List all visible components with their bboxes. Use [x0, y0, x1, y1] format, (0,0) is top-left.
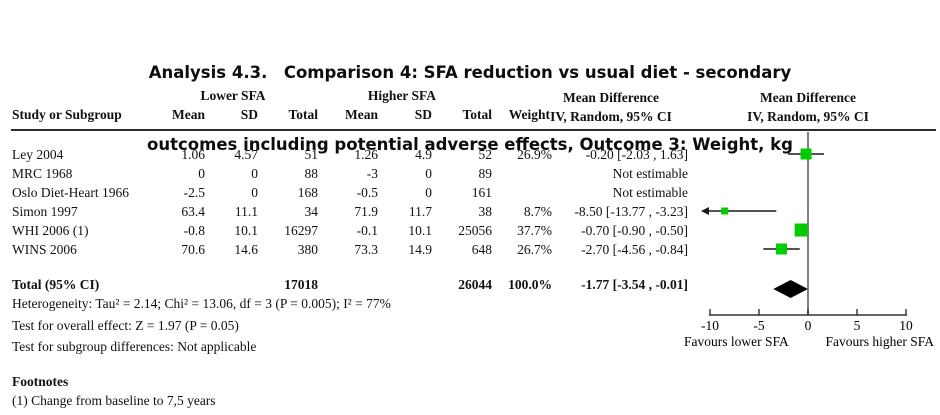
- summary-diamond: [773, 280, 808, 298]
- study-marker-square: [721, 207, 729, 215]
- cell-ci: -2.70 [-4.56 , -0.84]: [581, 242, 688, 257]
- cell-total2: 25056: [458, 223, 492, 238]
- cell-sd2: 11.7: [408, 204, 432, 219]
- md-text-header-line1: Mean Difference: [562, 90, 660, 105]
- cell-total2: 161: [471, 185, 492, 200]
- cell-sd1: 0: [251, 185, 258, 200]
- header-divider: [11, 129, 936, 131]
- axis-tick-label: 0: [805, 318, 812, 333]
- cell-ci: Not estimable: [612, 166, 688, 181]
- cell-mean1: 0: [198, 166, 205, 181]
- cell-total1: 168: [297, 185, 318, 200]
- total-row-total-higher: 26044: [458, 277, 492, 292]
- col-header-sd-higher: SD: [414, 107, 432, 122]
- cell-total2: 52: [478, 147, 493, 162]
- cell-weight: 26.9%: [517, 147, 552, 162]
- overall-effect-test: Test for overall effect: Z = 1.97 (P = 0…: [12, 318, 239, 333]
- cell-sd2: 4.9: [415, 147, 432, 162]
- md-text-column-header: Mean Difference IV, Random, 95% CI: [550, 88, 672, 126]
- axis-tick-label: -5: [753, 318, 764, 333]
- total-row-label: Total (95% CI): [12, 277, 100, 292]
- cell-total1: 16297: [284, 223, 318, 238]
- study-marker-square: [794, 223, 808, 237]
- cell-mean1: 70.6: [181, 242, 205, 257]
- md-plot-header-line1: Mean Difference: [759, 90, 857, 105]
- cell-mean2: 1.26: [354, 147, 378, 162]
- cell-mean2: 73.3: [354, 242, 378, 257]
- col-header-study: Study or Subgroup: [12, 107, 122, 122]
- group-header-higher-sfa: Higher SFA: [367, 88, 437, 103]
- cell-sd2: 0: [425, 166, 432, 181]
- cell-mean2: -0.1: [356, 223, 378, 238]
- cell-sd2: 10.1: [408, 223, 432, 238]
- subgroup-differences-test: Test for subgroup differences: Not appli…: [12, 339, 257, 354]
- analysis-title-line1: Analysis 4.3. Comparison 4: SFA reductio…: [148, 63, 792, 82]
- cell-weight: 8.7%: [523, 204, 552, 219]
- col-header-total-lower: Total: [288, 107, 318, 122]
- cell-sd2: 14.9: [408, 242, 432, 257]
- cell-sd1: 10.1: [234, 223, 258, 238]
- cell-study: MRC 1968: [12, 166, 73, 181]
- col-header-weight: Weight: [508, 107, 550, 122]
- col-header-mean-higher: Mean: [345, 107, 378, 122]
- cell-ci: -0.20 [-2.03 , 1.63]: [585, 147, 688, 162]
- md-plot-header-line2: IV, Random, 95% CI: [747, 109, 869, 124]
- cell-mean1: -2.5: [183, 185, 205, 200]
- cell-ci: -0.70 [-0.90 , -0.50]: [581, 223, 688, 238]
- cell-mean1: 63.4: [181, 204, 205, 219]
- cell-mean2: -3: [366, 166, 378, 181]
- col-header-total-higher: Total: [462, 107, 492, 122]
- cell-ci: -8.50 [-13.77 , -3.23]: [574, 204, 688, 219]
- col-header-sd-lower: SD: [240, 107, 258, 122]
- md-text-header-line2: IV, Random, 95% CI: [550, 109, 672, 124]
- axis-tick-label: -10: [701, 318, 719, 333]
- cell-sd1: 14.6: [234, 242, 258, 257]
- col-header-mean-lower: Mean: [172, 107, 205, 122]
- study-marker-square: [776, 243, 788, 255]
- cell-total1: 34: [304, 204, 319, 219]
- cell-study: Oslo Diet-Heart 1966: [12, 185, 129, 200]
- heterogeneity-stats: Heterogeneity: Tau² = 2.14; Chi² = 13.06…: [12, 296, 391, 311]
- cell-total2: 648: [471, 242, 492, 257]
- cell-total1: 51: [304, 147, 319, 162]
- cell-study: WHI 2006 (1): [12, 223, 89, 238]
- cell-sd1: 11.1: [234, 204, 258, 219]
- total-row-total-lower: 17018: [284, 277, 318, 292]
- favours-left-label: Favours lower SFA: [684, 334, 789, 349]
- cell-mean1: 1.06: [181, 147, 205, 162]
- total-row-weight: 100.0%: [508, 277, 552, 292]
- cell-ci: Not estimable: [612, 185, 688, 200]
- group-header-lower-sfa: Lower SFA: [200, 88, 266, 103]
- cell-sd1: 4.57: [234, 147, 258, 162]
- cell-total2: 89: [478, 166, 493, 181]
- analysis-title-line2: outcomes including potential adverse eff…: [147, 135, 793, 154]
- md-plot-column-header: Mean Difference IV, Random, 95% CI: [747, 88, 869, 126]
- cell-study: WINS 2006: [12, 242, 77, 257]
- ci-arrow-left: [701, 207, 709, 215]
- footnotes-heading: Footnotes: [12, 374, 69, 389]
- cell-weight: 37.7%: [517, 223, 552, 238]
- analysis-title: Analysis 4.3. Comparison 4: SFA reductio…: [0, 13, 940, 205]
- total-row-ci: -1.77 [-3.54 , -0.01]: [581, 277, 688, 292]
- axis-tick-label: 5: [854, 318, 861, 333]
- cell-mean2: 71.9: [354, 204, 378, 219]
- cell-study: Simon 1997: [12, 204, 78, 219]
- cell-sd1: 0: [251, 166, 258, 181]
- cell-study: Ley 2004: [12, 147, 64, 162]
- favours-right-label: Favours higher SFA: [825, 334, 934, 349]
- cell-mean1: -0.8: [183, 223, 205, 238]
- cell-total1: 380: [297, 242, 318, 257]
- axis-tick-label: 10: [899, 318, 913, 333]
- cell-total2: 38: [478, 204, 493, 219]
- cell-sd2: 0: [425, 185, 432, 200]
- cell-weight: 26.7%: [517, 242, 552, 257]
- cell-mean2: -0.5: [356, 185, 378, 200]
- footnote-1: (1) Change from baseline to 7,5 years: [12, 393, 216, 408]
- cell-total1: 88: [304, 166, 319, 181]
